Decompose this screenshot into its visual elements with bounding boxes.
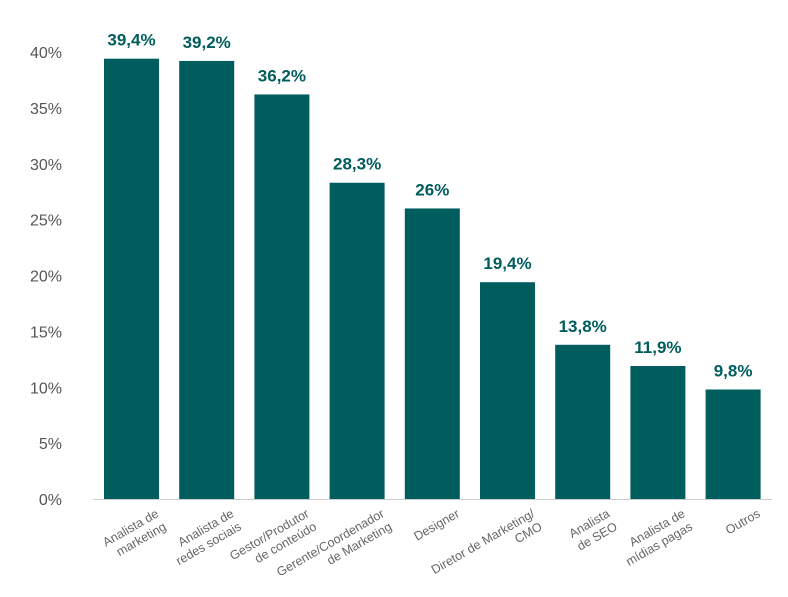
y-tick-label: 0% <box>39 492 62 509</box>
category-label-line: Outros <box>723 506 762 537</box>
value-label: 39,4% <box>107 31 155 50</box>
bar <box>480 282 535 499</box>
y-tick-label: 5% <box>39 436 62 453</box>
value-label: 9,8% <box>714 361 753 380</box>
y-tick-label: 25% <box>30 213 62 230</box>
category-label-line: Designer <box>411 506 461 543</box>
bar <box>179 60 235 499</box>
y-tick-label: 10% <box>30 380 62 397</box>
value-label: 11,9% <box>634 338 681 357</box>
bar <box>404 208 460 499</box>
bar <box>329 182 385 499</box>
category-label: Outros <box>723 506 762 537</box>
bar <box>104 58 159 500</box>
bar <box>705 389 761 499</box>
value-label: 39,2% <box>183 33 231 52</box>
y-axis: 0% 5% 10% 15% 20% 25% 30% 35% 40% <box>30 45 62 509</box>
y-tick-label: 35% <box>30 101 62 118</box>
value-label: 28,3% <box>333 155 381 174</box>
value-label: 36,2% <box>258 66 306 85</box>
value-label: 19,4% <box>483 254 531 273</box>
y-tick-label: 40% <box>30 45 62 62</box>
value-labels: 39,4% 39,2% 36,2% 28,3% 26% 19,4% 13,8% 11,9% 9,… <box>107 31 752 381</box>
value-label: 13,8% <box>559 317 607 336</box>
bar <box>555 344 611 499</box>
bar <box>630 366 686 499</box>
y-tick-label: 30% <box>30 157 62 174</box>
bars <box>104 58 761 500</box>
value-label: 26% <box>415 180 449 199</box>
bar <box>254 94 310 499</box>
category-label: Designer <box>411 506 461 543</box>
y-tick-label: 20% <box>30 269 62 286</box>
y-tick-label: 15% <box>30 324 62 341</box>
